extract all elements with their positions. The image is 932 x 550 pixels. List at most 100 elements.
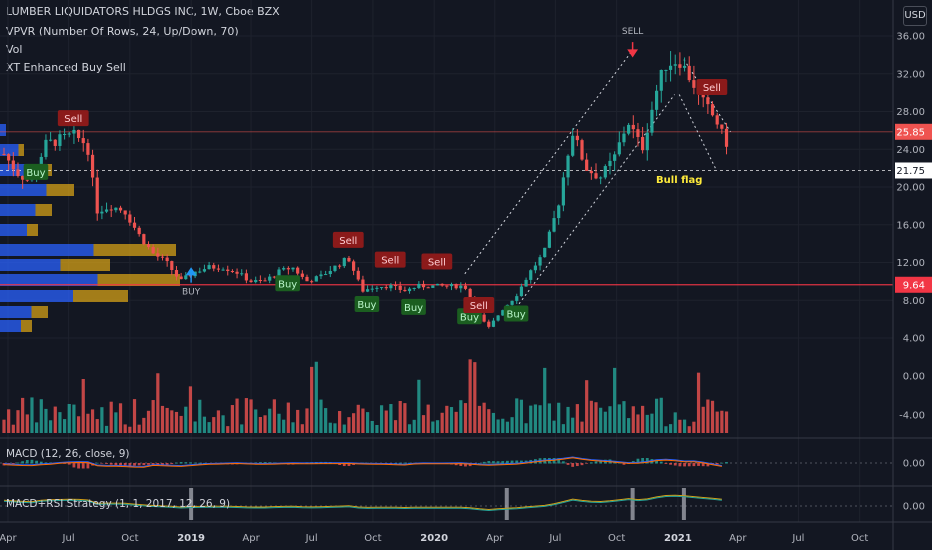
vpvr-row-up <box>0 320 21 332</box>
candle-body <box>617 142 621 155</box>
time-tick-label: Apr <box>0 533 18 544</box>
volume-bar <box>524 423 528 433</box>
candle-body <box>561 177 565 206</box>
candle-body <box>687 65 691 81</box>
indicator-xt-label[interactable]: XT Enhanced Buy Sell <box>6 61 126 74</box>
volume-bar <box>2 419 6 433</box>
macd-line <box>3 457 722 468</box>
macd-histogram-bar <box>86 463 90 469</box>
volume-bar <box>170 410 174 433</box>
candle-body <box>90 154 95 178</box>
candle-body <box>673 64 677 66</box>
candle-body <box>39 156 43 171</box>
volume-bar <box>100 407 104 433</box>
volume-bar <box>533 404 538 433</box>
candle-body <box>529 270 533 280</box>
macd-histogram-bar <box>30 459 34 464</box>
volume-bar <box>109 401 113 433</box>
volume-bar <box>547 403 551 433</box>
signal-box <box>354 296 380 313</box>
volume-bar <box>272 399 276 433</box>
price-tick-label: 28.00 <box>896 107 925 118</box>
volume-tick-label: -4.00 <box>899 411 925 422</box>
volume-profile <box>0 124 180 332</box>
candle-body <box>104 209 109 212</box>
volume-bar <box>352 413 356 433</box>
volume-bar <box>76 416 81 433</box>
macd-pane-label[interactable]: MACD (12, 26, close, 9) <box>6 448 130 460</box>
volume-bar <box>212 417 216 433</box>
volume-bar <box>132 399 137 433</box>
volume-bar <box>650 413 654 433</box>
volume-bar <box>198 399 202 433</box>
volume-bar <box>575 404 579 433</box>
volume-bar <box>90 409 95 433</box>
volume-bar <box>659 397 663 433</box>
signal-label: Buy <box>404 303 423 314</box>
volume-bar <box>193 421 197 433</box>
time-tick-label: Oct <box>851 533 868 544</box>
volume-bar <box>21 397 25 433</box>
candle-body <box>552 218 556 232</box>
candle-body <box>296 267 300 274</box>
candle-body <box>2 153 6 155</box>
macd-histogram-bar <box>692 463 696 467</box>
candle-body <box>659 69 663 91</box>
signal-arrow <box>627 42 639 58</box>
candle-body <box>370 288 374 290</box>
strategy-tick-label: 0.00 <box>903 502 925 513</box>
indicator-vpvr-label[interactable]: VPVR (Number Of Rows, 24, Up/Down, 70) <box>6 25 239 38</box>
candle-body <box>86 143 90 155</box>
volume-bar <box>263 415 267 433</box>
macd-histogram-bar <box>720 462 724 464</box>
candle-body <box>636 129 640 137</box>
time-tick-label: Apr <box>729 533 747 544</box>
buy-signal: Buy <box>503 305 529 322</box>
volume-bar <box>454 411 458 433</box>
candle-body <box>198 271 202 273</box>
volume-bar <box>44 408 48 433</box>
volume-bar <box>417 379 421 433</box>
candle-body <box>21 175 25 180</box>
candle-body <box>417 283 421 288</box>
time-tick-label: Apr <box>242 533 260 544</box>
volume-bar <box>622 401 626 433</box>
indicator-vol-label[interactable]: Vol <box>6 43 23 56</box>
volume-bar <box>501 418 505 433</box>
volume-bar <box>668 424 673 433</box>
strategy-line <box>3 495 722 512</box>
candle-body <box>482 314 486 322</box>
volume-bar <box>505 421 510 433</box>
candle-body <box>599 177 603 179</box>
volume-bar <box>365 412 370 433</box>
trend-channels <box>464 49 731 309</box>
macd-histogram-bar <box>659 461 663 464</box>
strategy-pane-label[interactable]: MACD+RSI Strategy (1, 1, 2017, 12, 26, 9… <box>6 498 231 510</box>
volume-bar <box>701 406 705 433</box>
macd-pane <box>0 456 893 469</box>
volume-bar <box>361 408 365 433</box>
volume-bars <box>2 359 729 433</box>
candle-body <box>347 257 351 262</box>
candle-body <box>393 285 398 287</box>
currency-badge[interactable]: USD <box>903 6 927 26</box>
candle-body <box>692 80 696 88</box>
candle-body <box>608 160 612 167</box>
candle-body <box>543 247 547 258</box>
volume-bar <box>235 398 239 433</box>
candle-body <box>151 247 155 254</box>
candle-body <box>328 270 332 275</box>
volume-bar <box>282 419 286 433</box>
volume-bar <box>328 422 332 433</box>
candle-body <box>459 285 463 289</box>
vpvr-row-down <box>18 144 24 156</box>
signal-label: Sell <box>703 83 721 94</box>
time-tick-label: Jul <box>305 533 318 544</box>
macd-histogram-bar <box>403 462 407 464</box>
signal-label: Sell <box>339 236 357 247</box>
volume-bar <box>636 414 640 433</box>
candle-body <box>44 139 48 157</box>
macd-histogram-bar <box>697 463 700 466</box>
volume-bar <box>459 400 463 433</box>
